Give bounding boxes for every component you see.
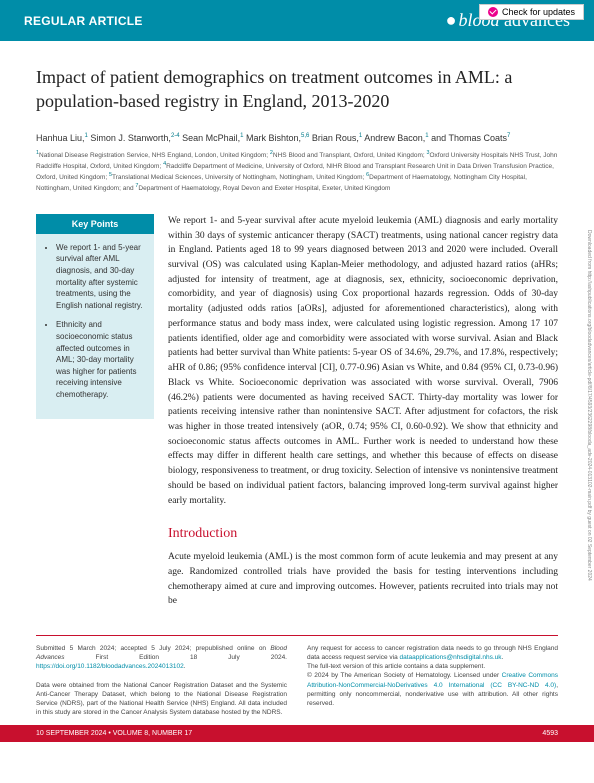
blood-drop-icon: ● [446,10,457,31]
check-updates-label: Check for updates [502,7,575,17]
introduction-text: Acute myeloid leukemia (AML) is the most… [168,550,558,609]
footer-left: Submitted 5 March 2024; accepted 5 July … [36,644,287,717]
abstract-text: We report 1- and 5-year survival after a… [168,214,558,508]
article-footer: Submitted 5 March 2024; accepted 5 July … [36,635,558,717]
page-footer-bar: 10 SEPTEMBER 2024 • VOLUME 8, NUMBER 17 … [0,725,594,742]
keypoints-box: Key Points We report 1- and 5-year survi… [36,214,154,609]
check-updates-button[interactable]: Check for updates [479,4,584,20]
issue-info: 10 SEPTEMBER 2024 • VOLUME 8, NUMBER 17 [36,730,192,737]
page-number: 4593 [542,730,558,737]
main-row: Key Points We report 1- and 5-year survi… [36,214,558,609]
abstract: We report 1- and 5-year survival after a… [168,214,558,609]
footer-right: Any request for access to cancer registr… [307,644,558,717]
keypoints-body: We report 1- and 5-year survival after A… [36,234,154,419]
download-watermark: Downloaded from http://ashpublications.o… [586,230,592,630]
keypoint-item: We report 1- and 5-year survival after A… [56,242,146,312]
keypoint-item: Ethnicity and socioeconomic status affec… [56,319,146,400]
author-list: Hanhua Liu,1 Simon J. Stanworth,2-4 Sean… [36,132,558,145]
article-type: REGULAR ARTICLE [24,14,143,28]
crossmark-icon [488,7,498,17]
affiliations: 1National Disease Registration Service, … [36,150,558,194]
article-title: Impact of patient demographics on treatm… [36,65,558,114]
introduction-heading: Introduction [168,526,558,542]
article-content: Impact of patient demographics on treatm… [0,41,594,619]
keypoints-heading: Key Points [36,214,154,234]
